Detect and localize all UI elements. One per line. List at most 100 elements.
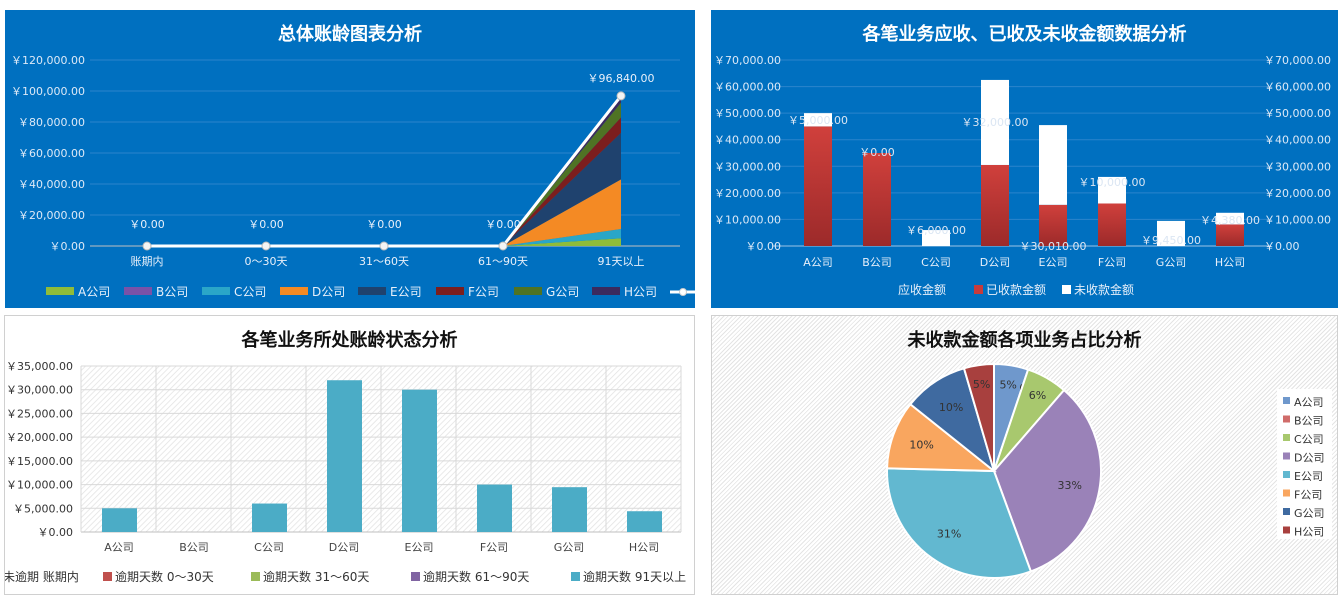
- legend-label: 逾期天数 0～30天: [115, 569, 214, 584]
- y-tick-label: ￥35,000.00: [6, 360, 73, 373]
- legend-label: H公司: [1294, 526, 1324, 539]
- data-label: ￥0.00: [366, 218, 402, 231]
- data-label: ￥0.00: [129, 218, 165, 231]
- legend-label: A公司: [1294, 396, 1324, 409]
- x-tick-label: E公司: [405, 541, 434, 554]
- y2-tick-label: ￥50,000.00: [1264, 107, 1331, 120]
- legend-label: D公司: [1294, 452, 1324, 465]
- received-bar: [981, 164, 1009, 246]
- total-point: [261, 241, 271, 251]
- receivable-bar-chart: ￥0.00 ￥0.00 ￥10,000.00 ￥10,000.00 ￥20,000.00…: [714, 54, 1331, 297]
- legend-swatch: [202, 287, 230, 295]
- y-tick-label: ￥80,000.00: [18, 116, 85, 129]
- legend-label: 应收金额: [898, 282, 946, 297]
- legend-swatch: [1283, 489, 1290, 497]
- bar: [327, 380, 362, 532]
- aging-status-bar-chart: ￥0.00 ￥5,000.00 ￥10,000.00 ￥15,000.00 ￥20,00…: [5, 360, 686, 584]
- legend-label: C公司: [234, 285, 266, 299]
- legend-swatch: [1062, 285, 1071, 294]
- x-tick-label: H公司: [1215, 256, 1245, 269]
- data-label: ￥4,380.00: [1200, 214, 1260, 227]
- y-tick-label: ￥70,000.00: [714, 54, 781, 67]
- bar: [252, 503, 287, 532]
- unpaid-pie-chart-panel: 未收款金额各项业务占比分析 5%0%6%33%31%10%10%5%A公司B公司…: [711, 315, 1338, 595]
- x-tick-label: D公司: [329, 541, 359, 554]
- chart-title: 未收款金额各项业务占比分析: [907, 330, 1142, 351]
- legend-label: F公司: [468, 285, 499, 299]
- received-bar: [804, 126, 832, 246]
- x-tick-label: C公司: [254, 541, 284, 554]
- legend-label: G公司: [1294, 507, 1325, 520]
- unpaid-bar: [922, 230, 950, 246]
- bar: [402, 389, 437, 532]
- data-label: ￥0.00: [485, 218, 521, 231]
- chart-title: 总体账龄图表分析: [278, 24, 422, 45]
- y-tick-label: ￥60,000.00: [18, 147, 85, 160]
- received-bar: [1098, 203, 1126, 246]
- legend-swatch: [571, 572, 580, 581]
- legend-swatch: [1283, 471, 1290, 478]
- y-tick-label: ￥10,000.00: [714, 213, 781, 226]
- data-label: ￥0.00: [248, 218, 284, 231]
- legend-label: 未收款金额: [1074, 282, 1134, 297]
- total-point: [498, 241, 508, 251]
- y2-tick-label: ￥10,000.00: [1264, 213, 1331, 226]
- legend-swatch: [46, 287, 74, 295]
- x-tick-label: A公司: [803, 256, 833, 269]
- legend-label: G公司: [546, 285, 579, 299]
- data-label: ￥6,000.00: [906, 224, 966, 237]
- received-bar: [1216, 224, 1244, 246]
- pie-slice-E公司: [886, 467, 1033, 579]
- legend-swatch: [103, 572, 112, 581]
- aging-status-bar-chart-panel: 各笔业务所处账龄状态分析 ￥0.00 ￥5,000.00 ￥10,000.00 ￥15…: [4, 315, 695, 595]
- x-tick-label: 账期内: [131, 254, 164, 268]
- y-tick-label: ￥120,000.00: [11, 54, 85, 67]
- unpaid-pie-chart: 5%0%6%33%31%10%10%5%A公司B公司C公司D公司E公司F公司G公…: [886, 362, 1332, 579]
- total-point: [142, 241, 152, 251]
- unpaid-bar: [1216, 212, 1244, 225]
- bar: [627, 511, 662, 532]
- legend-label: A公司: [78, 285, 110, 299]
- x-tick-label: H公司: [629, 541, 659, 554]
- x-tick-label: F公司: [1098, 256, 1126, 269]
- pie-data-label: 6%: [1029, 389, 1046, 402]
- bar: [477, 484, 512, 532]
- pie-slice-F公司: [886, 402, 997, 473]
- legend-label: H公司: [624, 285, 657, 299]
- legend-swatch: [592, 287, 620, 295]
- data-label: ￥10,000.00: [1079, 176, 1146, 189]
- legend-swatch: [411, 572, 420, 581]
- pie-data-label: 10%: [909, 439, 933, 452]
- y-tick-label: ￥20,000.00: [18, 209, 85, 222]
- legend-swatch: [514, 287, 542, 295]
- y-tick-label: ￥0.00: [746, 240, 782, 253]
- data-label: ￥32,000.00: [962, 116, 1029, 129]
- x-tick-label: 0～30天: [245, 255, 288, 268]
- aging-area-chart: ￥0.00 ￥20,000.00 ￥40,000.00 ￥60,000.00 ￥80,0…: [11, 54, 695, 299]
- legend-swatch: [280, 287, 308, 295]
- legend-swatch: [436, 287, 464, 295]
- aging-area-chart-panel: 总体账龄图表分析 ￥0.00 ￥20,000.00 ￥40,000.00 ￥60,00…: [5, 10, 695, 308]
- y-tick-label: ￥15,000.00: [6, 455, 73, 468]
- y-tick-label: ￥25,000.00: [6, 407, 73, 420]
- y-tick-label: ￥50,000.00: [714, 107, 781, 120]
- y2-tick-label: ￥20,000.00: [1264, 187, 1331, 200]
- legend-label: F公司: [1294, 489, 1322, 502]
- pie-data-label: 5%: [999, 378, 1016, 391]
- y-tick-label: ￥5,000.00: [13, 502, 73, 515]
- y-tick-label: ￥20,000.00: [714, 187, 781, 200]
- legend-label: C公司: [1294, 433, 1324, 446]
- x-tick-label: 31～60天: [359, 255, 409, 268]
- pie-slice-H公司: [962, 362, 995, 472]
- chart-title: 各笔业务所处账龄状态分析: [241, 330, 458, 351]
- unpaid-bar: [1157, 220, 1185, 246]
- received-bar: [1039, 204, 1067, 246]
- pie-data-label: 5%: [973, 378, 990, 391]
- data-label: ￥96,840.00: [588, 72, 655, 85]
- pie-data-label: 31%: [937, 528, 961, 541]
- legend-label: 未逾期 账期内: [5, 569, 79, 584]
- y-tick-label: ￥10,000.00: [6, 479, 73, 492]
- legend-swatch: [1283, 434, 1290, 441]
- received-bar: [863, 153, 891, 246]
- x-tick-label: E公司: [1039, 256, 1068, 269]
